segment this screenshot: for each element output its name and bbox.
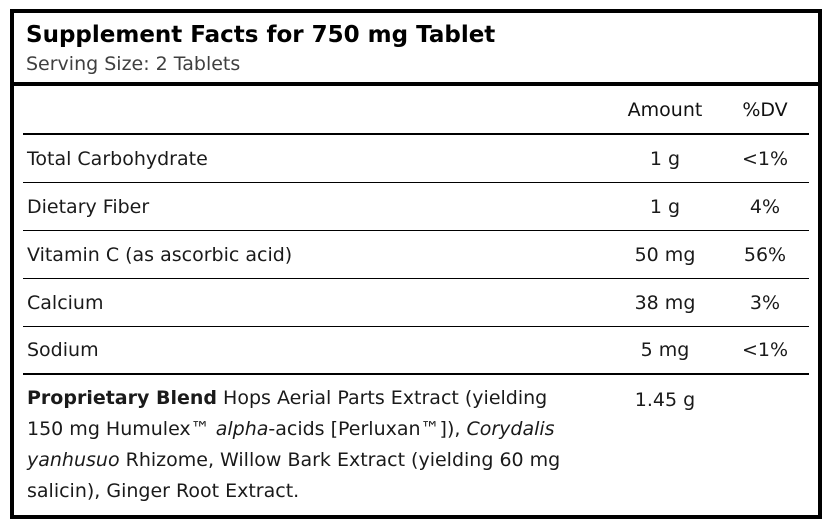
- column-header-dv: %DV: [742, 98, 788, 121]
- blend-text-segment: -acids [Perluxan™]),: [268, 418, 467, 440]
- row-dv: <1%: [741, 147, 789, 170]
- table-row: Vitamin C (as ascorbic acid) 50 mg 56%: [23, 231, 809, 279]
- table-header-row: Amount %DV: [23, 86, 809, 135]
- row-dv: 4%: [749, 195, 781, 218]
- blend-amount: 1.45 g: [634, 389, 696, 411]
- label-header: Supplement Facts for 750 mg Tablet Servi…: [14, 13, 818, 86]
- table-row: Sodium 5 mg <1%: [23, 327, 809, 375]
- row-amount: 1 g: [649, 195, 681, 218]
- row-name: Dietary Fiber: [27, 195, 150, 218]
- table-row: Total Carbohydrate 1 g <1%: [23, 135, 809, 183]
- blend-text-segment: alpha: [215, 418, 269, 440]
- supplement-facts-label: Supplement Facts for 750 mg Tablet Servi…: [10, 9, 822, 519]
- row-name: Calcium: [27, 291, 104, 314]
- blend-text-segment: Rhizome, Willow Bark Extract (yielding 6…: [27, 449, 561, 502]
- row-amount: 5 mg: [640, 339, 690, 361]
- row-dv: 56%: [743, 243, 787, 266]
- blend-description: Proprietary Blend Hops Aerial Parts Extr…: [23, 383, 575, 507]
- facts-table: Amount %DV Total Carbohydrate 1 g <1% Di…: [14, 86, 818, 513]
- table-row: Dietary Fiber 1 g 4%: [23, 183, 809, 231]
- row-dv: 3%: [749, 291, 781, 314]
- label-title: Supplement Facts for 750 mg Tablet: [26, 22, 496, 48]
- blend-text-segment: Corydalis yanhusuo: [27, 418, 555, 471]
- proprietary-blend-row: Proprietary Blend Hops Aerial Parts Extr…: [23, 375, 809, 513]
- column-header-amount: Amount: [627, 98, 703, 121]
- serving-size: Serving Size: 2 Tablets: [26, 53, 241, 75]
- row-amount: 50 mg: [634, 243, 696, 266]
- row-name: Vitamin C (as ascorbic acid): [27, 243, 293, 266]
- row-amount: 1 g: [649, 147, 681, 170]
- blend-name: Proprietary Blend: [27, 387, 217, 409]
- blend-text-segment: Hops Aerial Parts Extract (yielding 150 …: [27, 387, 548, 440]
- row-dv: <1%: [741, 339, 789, 361]
- row-name: Sodium: [27, 339, 99, 361]
- row-name: Total Carbohydrate: [27, 147, 208, 170]
- row-amount: 38 mg: [634, 291, 696, 314]
- table-row: Calcium 38 mg 3%: [23, 279, 809, 327]
